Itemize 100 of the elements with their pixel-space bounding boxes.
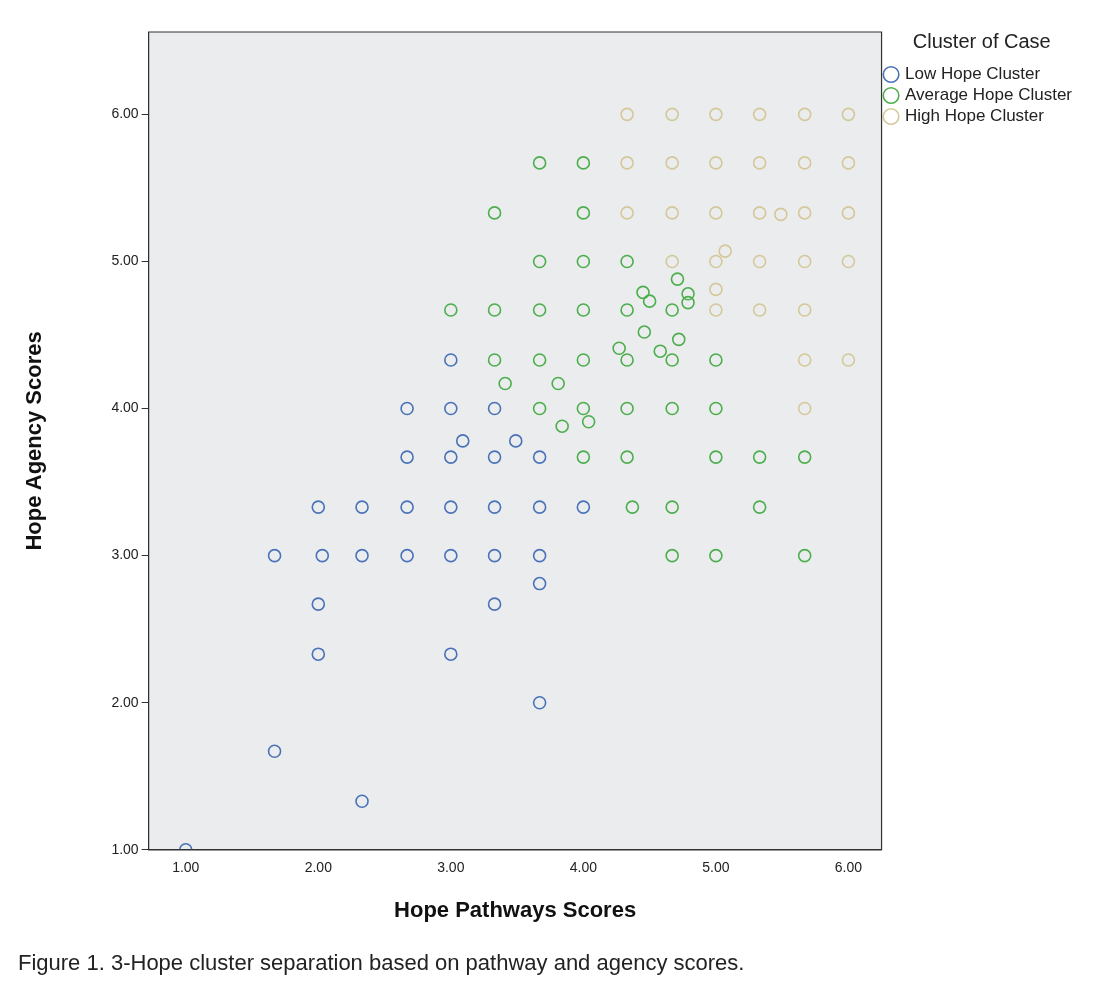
point (532, 401, 547, 416)
point (841, 353, 856, 367)
point (709, 206, 723, 220)
x-axis-title: Hope Pathways Scores (394, 896, 637, 922)
point (612, 341, 626, 356)
point (620, 450, 634, 464)
legend-label: Low Hope Cluster (905, 64, 1041, 84)
x-tick-label: 1.00 (172, 859, 200, 876)
y-tick-label: 6.00 (111, 105, 139, 122)
point (797, 548, 812, 563)
point (355, 794, 369, 809)
point (487, 450, 502, 464)
point (642, 294, 657, 308)
point (532, 353, 547, 367)
point (487, 500, 502, 514)
point (487, 206, 502, 220)
point (797, 450, 812, 464)
point (555, 419, 569, 433)
caption: Figure 1. 3-Hope cluster separation based on pathway and agency scores. (18, 950, 746, 976)
point (455, 434, 470, 448)
y-axis-title: Hope Agency Scores (21, 331, 47, 551)
point (670, 272, 685, 286)
point (665, 254, 679, 269)
point (620, 303, 634, 317)
point (681, 287, 695, 301)
point (508, 434, 523, 448)
point (576, 450, 591, 464)
point (681, 295, 695, 310)
point (311, 647, 326, 661)
point (267, 548, 282, 563)
point (315, 548, 330, 563)
point (841, 156, 856, 170)
point (752, 303, 767, 317)
point (487, 548, 502, 563)
point (355, 500, 369, 514)
point (797, 254, 812, 269)
point (625, 500, 640, 514)
point (752, 500, 767, 514)
point (665, 156, 679, 170)
point (841, 206, 856, 220)
point (498, 376, 512, 391)
point (444, 500, 458, 514)
point (797, 401, 812, 416)
point (637, 325, 652, 339)
point (487, 401, 502, 416)
x-tick-label: 3.00 (437, 859, 465, 876)
point (400, 548, 414, 563)
x-tick-label: 5.00 (702, 859, 730, 876)
point (665, 401, 679, 416)
point (636, 285, 650, 300)
point (620, 156, 634, 170)
point (709, 401, 723, 416)
y-tick-label: 5.00 (111, 252, 139, 269)
point (709, 450, 723, 464)
point (532, 156, 547, 170)
point (532, 303, 547, 317)
point (671, 332, 686, 347)
point (532, 576, 547, 591)
point (620, 353, 634, 367)
point (532, 548, 547, 563)
y-tick-label: 4.00 (111, 399, 139, 416)
point (444, 353, 458, 367)
point (400, 450, 414, 464)
point (752, 450, 767, 464)
point (576, 206, 591, 220)
point (444, 450, 458, 464)
point (841, 254, 856, 269)
point (665, 206, 679, 220)
point (532, 254, 547, 269)
point (576, 401, 591, 416)
point (718, 244, 732, 258)
point (797, 353, 812, 367)
point (709, 282, 723, 297)
point (709, 303, 723, 317)
point (665, 500, 679, 514)
y-tick-label: 2.00 (111, 693, 139, 710)
point (709, 254, 723, 269)
point (267, 744, 282, 759)
point (576, 500, 591, 514)
point (797, 156, 812, 170)
y-tick-label: 1.00 (111, 840, 139, 857)
point (665, 548, 679, 563)
point (487, 597, 502, 611)
point (709, 353, 723, 367)
point (311, 500, 326, 514)
point (444, 647, 458, 661)
point (709, 548, 723, 563)
legend-label: High Hope Cluster (905, 106, 1045, 126)
point (532, 450, 547, 464)
point (841, 107, 856, 122)
point (653, 344, 668, 358)
point (532, 500, 547, 514)
point (487, 353, 502, 367)
point (797, 206, 812, 220)
point (752, 107, 767, 122)
point (532, 695, 547, 710)
point (551, 376, 565, 391)
legend-label: Average Hope Cluster (905, 85, 1073, 105)
point (576, 156, 591, 170)
point (576, 254, 591, 269)
